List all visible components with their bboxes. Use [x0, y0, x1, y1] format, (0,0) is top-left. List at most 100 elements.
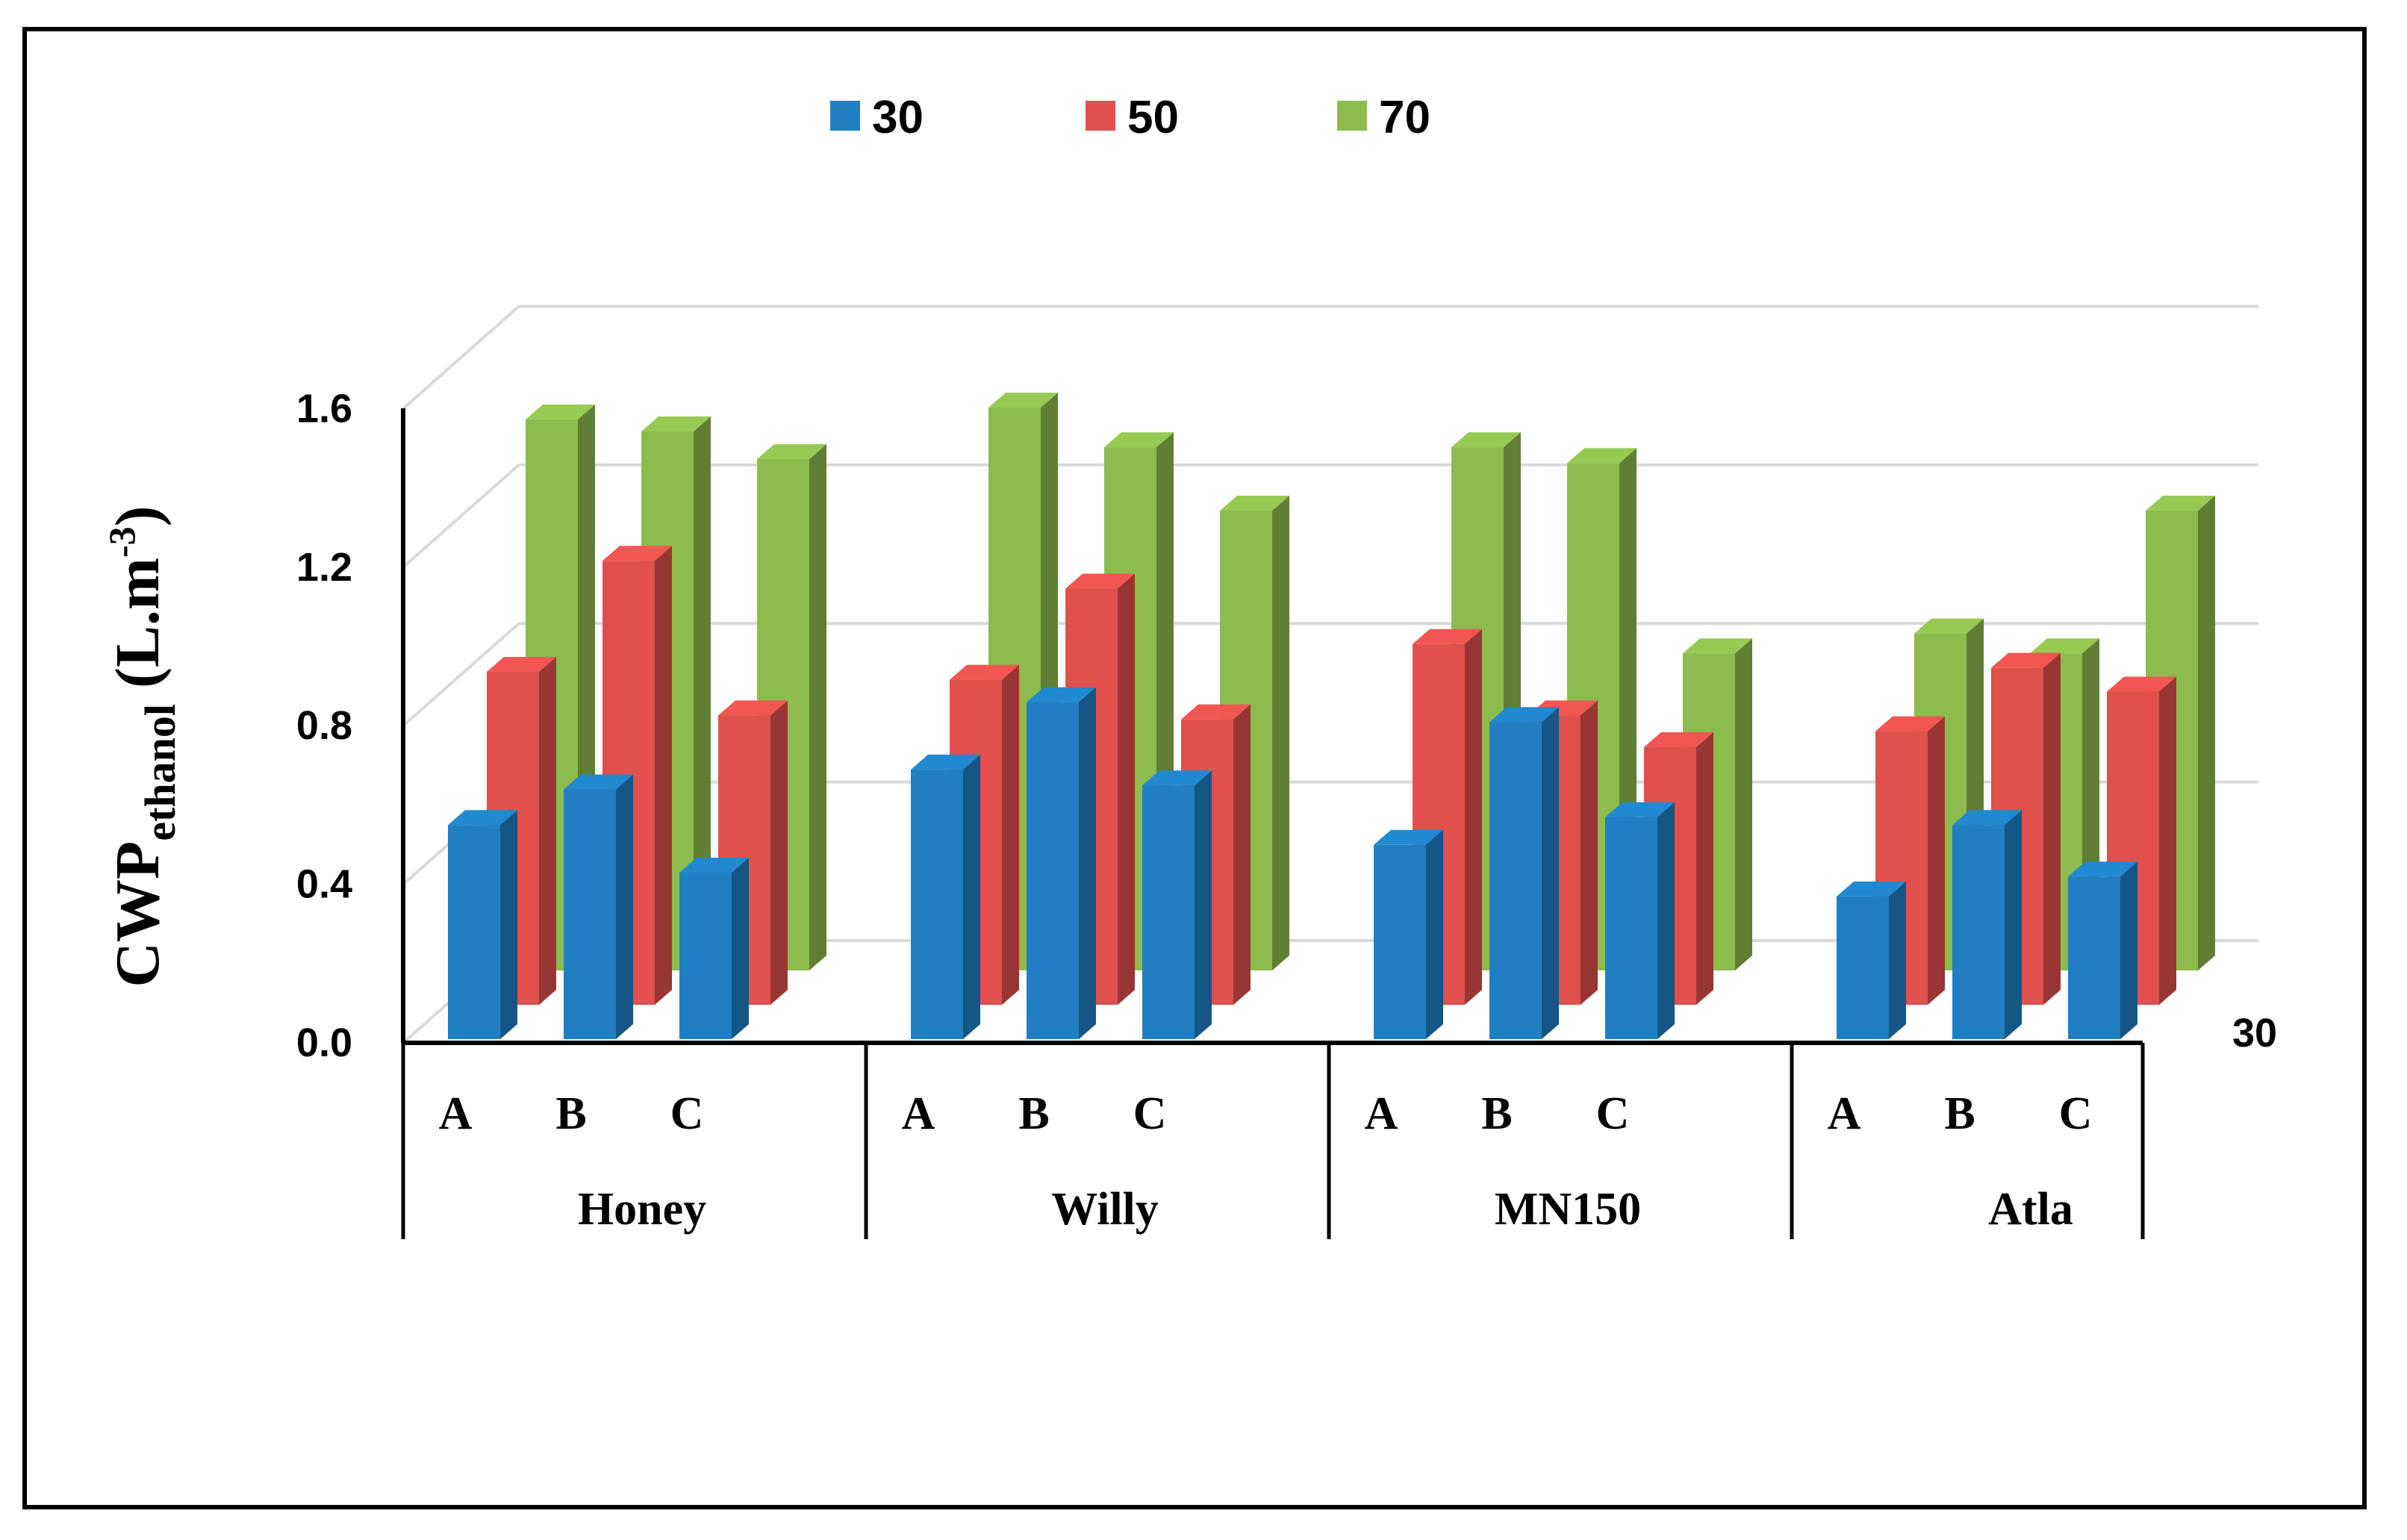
bar-top	[911, 754, 980, 770]
gridline-side	[402, 622, 520, 727]
x-subcategory-label: C	[1596, 1088, 1630, 1139]
bar-top	[1567, 448, 1637, 464]
bar-side	[1735, 638, 1752, 970]
bar-front	[1027, 702, 1079, 1039]
bar-side	[616, 774, 633, 1039]
bar-front	[1952, 825, 2005, 1039]
bar-side	[500, 810, 517, 1039]
x-group-label: MN150	[1495, 1184, 1641, 1235]
bar-front	[911, 769, 963, 1039]
bar-side	[1426, 829, 1443, 1039]
bar-top	[602, 546, 672, 561]
axes	[401, 408, 2145, 1239]
bar-top	[1875, 716, 1945, 732]
bar-side	[1928, 716, 1945, 1005]
bar-side	[1002, 664, 1019, 1005]
y-tick-label: 1.2	[296, 545, 352, 590]
bar-top	[1220, 496, 1289, 511]
bar-top	[950, 664, 1019, 680]
bar-top	[1065, 573, 1135, 589]
bar-side	[1657, 802, 1675, 1039]
legend-swatch-70	[1337, 101, 1367, 131]
y-tick-label: 0.4	[296, 862, 352, 907]
bar-30-honey-b	[564, 774, 633, 1039]
bar-30-willy-c	[1142, 770, 1212, 1039]
bar-30-mn150-c	[1605, 802, 1675, 1039]
bar-30-atla-a	[1837, 881, 1906, 1039]
bars	[448, 392, 2215, 1039]
bar-top	[1142, 770, 1212, 786]
legend: 30 50 70	[830, 92, 1430, 143]
bar-top	[1991, 652, 2061, 668]
bar-side	[1272, 496, 1289, 970]
bar-side	[770, 700, 788, 1005]
legend-swatch-30	[830, 101, 860, 131]
bar-top	[448, 810, 517, 826]
bar-side	[963, 754, 980, 1039]
bar-top	[1181, 704, 1251, 720]
bar-top	[1644, 732, 1713, 747]
bar-front	[1489, 722, 1542, 1039]
bar-top	[1374, 829, 1443, 845]
x-subcategory-label: B	[555, 1088, 586, 1139]
bar-side	[2198, 496, 2215, 970]
bar-top	[1605, 802, 1675, 817]
bar-side	[655, 546, 672, 1005]
bar-top	[2146, 496, 2215, 511]
bar-front	[1605, 817, 1657, 1039]
bar-30-atla-b	[1952, 810, 2022, 1039]
x-subcategory-label: A	[1828, 1088, 1861, 1139]
bar-side	[1195, 770, 1212, 1039]
bar-front	[448, 825, 500, 1039]
bar-side	[2005, 810, 2022, 1039]
bar-side	[1233, 704, 1251, 1005]
bar-top	[679, 857, 749, 873]
bar-30-mn150-a	[1374, 829, 1443, 1039]
gridline-side	[402, 305, 520, 410]
axis-labels: 0.0 0.4 0.8 1.2 1.6 A B C Honey A B C Willy A B C MN150 A…	[296, 386, 2092, 1235]
bar-side	[1581, 700, 1598, 1005]
x-subcategory-label: C	[670, 1088, 704, 1139]
bar-top	[718, 700, 788, 716]
y-tick-label: 1.6	[296, 386, 352, 431]
bar-side	[809, 444, 826, 970]
y-tick-label: 0.0	[296, 1020, 352, 1065]
bar-top	[1489, 707, 1559, 723]
bar-top	[1837, 881, 1906, 897]
bar-30-atla-c	[2068, 861, 2137, 1039]
x-subcategory-label: B	[1944, 1088, 1975, 1139]
x-subcategory-label: A	[439, 1088, 473, 1139]
gridline-side	[402, 464, 520, 569]
bar-side	[1465, 629, 1482, 1005]
bar-top	[1451, 432, 1521, 448]
bar-top	[1413, 629, 1482, 644]
bar-side	[1889, 881, 1906, 1039]
bar-top	[1914, 618, 1984, 634]
bar-30-willy-b	[1027, 687, 1096, 1039]
bar-side	[694, 416, 711, 970]
bar-front	[1837, 896, 1889, 1039]
x-subcategory-label: C	[1133, 1088, 1167, 1139]
depth-axis-label: 30	[2232, 1011, 2277, 1056]
bar-30-honey-a	[448, 810, 517, 1039]
bar-top	[641, 416, 711, 431]
x-group-label: Atla	[1988, 1184, 2073, 1235]
y-tick-label: 0.8	[296, 703, 352, 748]
bar-top	[757, 444, 826, 460]
bar-top	[988, 392, 1058, 408]
bar-top	[2068, 861, 2137, 877]
legend-label-50: 50	[1127, 92, 1179, 143]
legend-label-70: 70	[1379, 92, 1430, 143]
bar-side	[1542, 707, 1559, 1039]
bar-front	[2068, 876, 2120, 1039]
bar-side	[2120, 861, 2137, 1039]
x-subcategory-label: A	[902, 1088, 935, 1139]
bar-top	[487, 656, 556, 672]
y-axis-title: CWPethanol (L.m-3)	[101, 505, 184, 987]
bar-side	[539, 656, 556, 1005]
bar-top	[1027, 687, 1096, 702]
bar-30-mn150-b	[1489, 707, 1559, 1039]
legend-label-30: 30	[872, 92, 924, 143]
bar-top	[526, 404, 595, 420]
